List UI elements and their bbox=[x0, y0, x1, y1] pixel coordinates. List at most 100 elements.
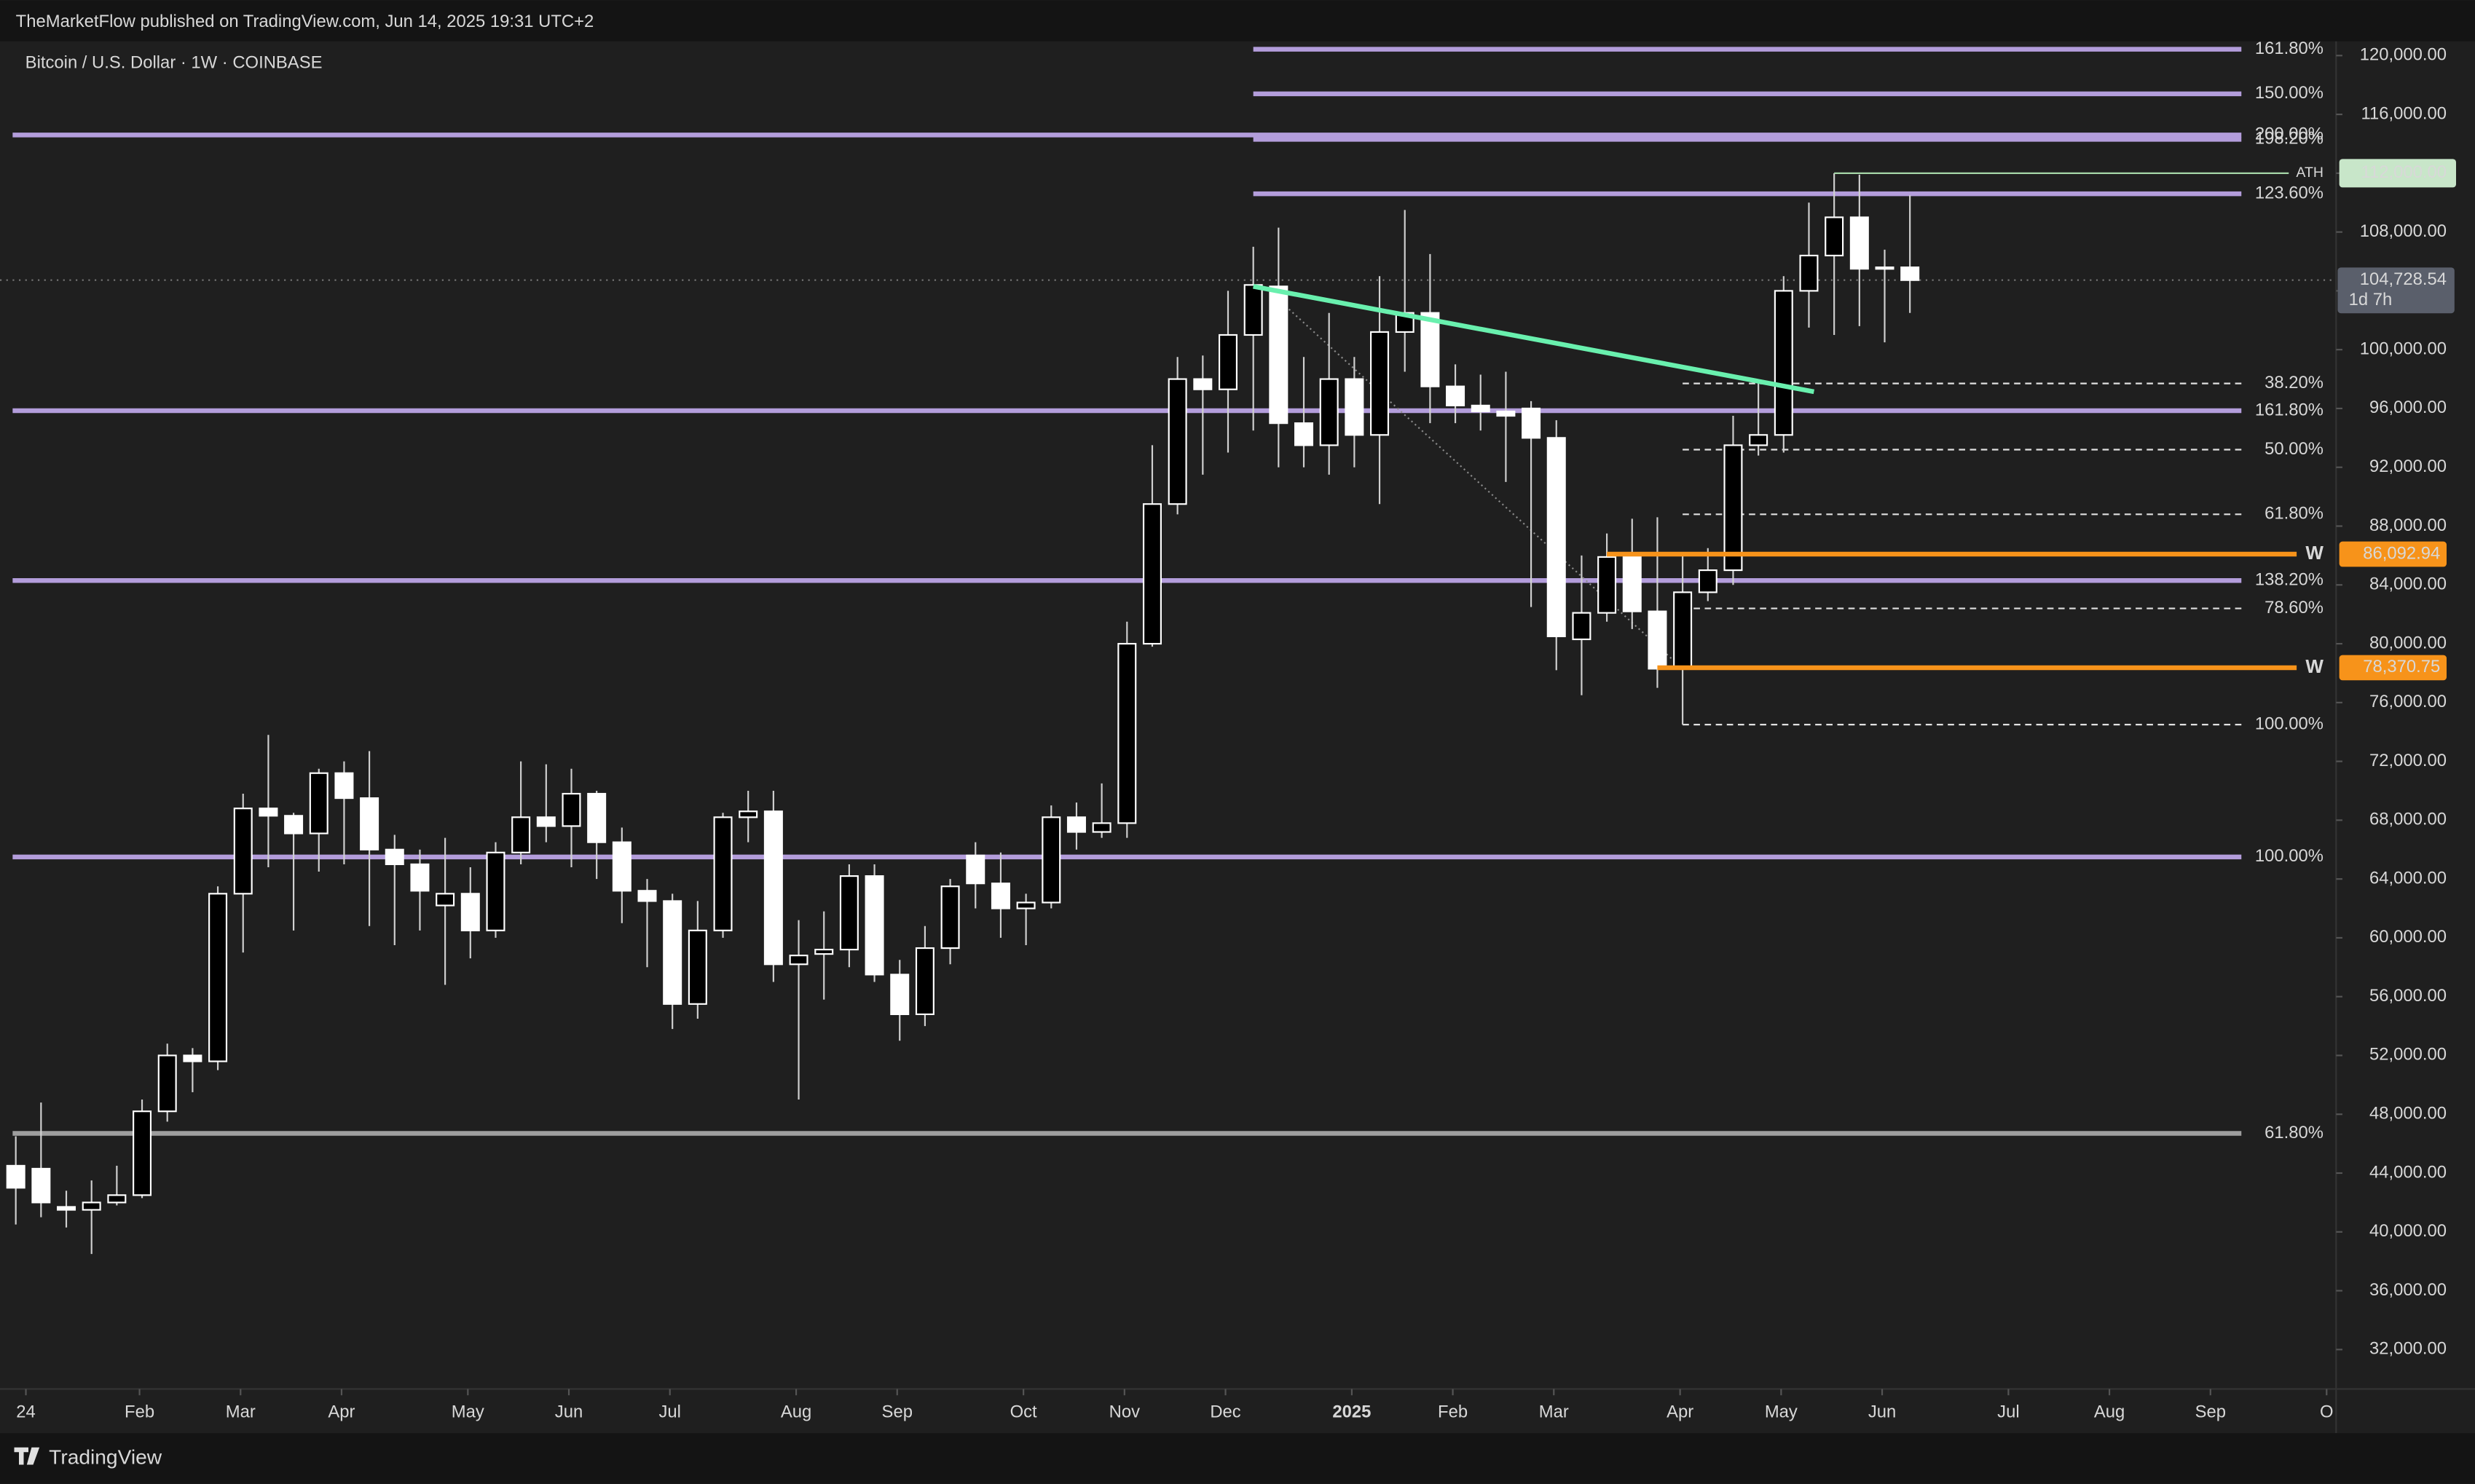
candle-body bbox=[410, 863, 430, 892]
x-tick-label: Apr bbox=[328, 1402, 355, 1421]
candle-body bbox=[1546, 437, 1566, 638]
candle-body bbox=[536, 816, 556, 827]
x-tick-label: Aug bbox=[781, 1402, 811, 1421]
candle-body bbox=[940, 885, 960, 950]
candle-body bbox=[511, 816, 531, 853]
x-tick-label: Mar bbox=[1539, 1402, 1569, 1421]
candle-body bbox=[82, 1201, 101, 1211]
orange-tag bbox=[2339, 655, 2447, 681]
candle-body bbox=[1496, 410, 1516, 417]
candle-body bbox=[57, 1206, 76, 1211]
footer-brand: TradingView bbox=[49, 1445, 162, 1468]
candle-body bbox=[1269, 285, 1288, 425]
level-label: 38.20% bbox=[2265, 373, 2323, 392]
candle-body bbox=[1698, 569, 1717, 593]
candle-body bbox=[1774, 290, 1793, 436]
x-tick-label: Mar bbox=[226, 1402, 256, 1421]
candle-body bbox=[1446, 385, 1465, 406]
y-tick-label: 68,000.00 bbox=[2369, 810, 2447, 829]
candle-body bbox=[1849, 216, 1869, 270]
level-label: 50.00% bbox=[2265, 439, 2323, 459]
orange-value: 78,370.75 bbox=[2363, 657, 2440, 676]
y-tick-label: 48,000.00 bbox=[2369, 1104, 2447, 1124]
x-tick-label: Feb bbox=[1438, 1402, 1468, 1421]
candle-body bbox=[1193, 378, 1213, 390]
candle-body bbox=[486, 851, 505, 931]
x-tick-label: Jun bbox=[555, 1402, 583, 1421]
level-label: 161.80% bbox=[2255, 400, 2323, 419]
candle-body bbox=[334, 772, 354, 800]
candle-body bbox=[688, 929, 707, 1005]
y-tick-label: 96,000.00 bbox=[2369, 398, 2447, 417]
x-tick-label: Aug bbox=[2094, 1402, 2125, 1421]
candle-body bbox=[6, 1164, 25, 1189]
y-tick-label: 92,000.00 bbox=[2369, 457, 2447, 476]
level-label: 100.00% bbox=[2255, 714, 2323, 733]
candle-body bbox=[1168, 378, 1187, 505]
trendline bbox=[1253, 284, 1815, 395]
candle-body bbox=[1142, 503, 1162, 645]
x-tick-label: Oct bbox=[1010, 1402, 1037, 1421]
candle-body bbox=[1799, 254, 1819, 292]
candle-body bbox=[259, 808, 278, 817]
candle-body bbox=[1723, 444, 1743, 572]
x-tick-label: Sep bbox=[2195, 1402, 2226, 1421]
y-tick-label: 76,000.00 bbox=[2369, 692, 2447, 711]
x-tick-label: Dec bbox=[1210, 1402, 1240, 1421]
current-tag bbox=[2337, 267, 2455, 314]
candle-body bbox=[814, 948, 834, 955]
y-tick-label: 44,000.00 bbox=[2369, 1162, 2447, 1182]
x-tick-label: Jun bbox=[1868, 1402, 1896, 1421]
level-label: 138.20% bbox=[2255, 570, 2323, 590]
level-label: 200.00% bbox=[2255, 125, 2323, 144]
candle-body bbox=[587, 792, 607, 843]
orange-label: W bbox=[2305, 655, 2323, 677]
candle-body bbox=[157, 1054, 177, 1113]
y-tick-label: 80,000.00 bbox=[2369, 633, 2447, 652]
candle-body bbox=[562, 792, 581, 827]
candle-body bbox=[1370, 331, 1390, 436]
candle-body bbox=[663, 900, 682, 1005]
candle-body bbox=[637, 890, 657, 902]
candle-body bbox=[1345, 378, 1364, 436]
x-tick-label: O bbox=[2320, 1402, 2334, 1421]
ath-value: 112,000.00 bbox=[2361, 162, 2447, 182]
candle-body bbox=[1092, 822, 1111, 833]
x-tick-label: Sep bbox=[882, 1402, 913, 1421]
logo bbox=[14, 1447, 40, 1465]
candle-body bbox=[865, 875, 884, 976]
candle-body bbox=[360, 797, 379, 850]
candle-body bbox=[309, 772, 328, 834]
level-label: 78.60% bbox=[2265, 598, 2323, 617]
candle-body bbox=[1294, 422, 1314, 446]
candle-body bbox=[208, 893, 228, 1062]
candle-body bbox=[739, 810, 758, 818]
candle-body bbox=[284, 815, 304, 834]
ath-label: ATH bbox=[2296, 165, 2323, 181]
level-label: 61.80% bbox=[2265, 1123, 2323, 1142]
candle-body bbox=[612, 841, 631, 892]
candle-body bbox=[1042, 816, 1061, 904]
candle-body bbox=[1117, 642, 1137, 824]
ath-tag bbox=[2339, 159, 2456, 188]
candle-body bbox=[1243, 284, 1263, 336]
candle-body bbox=[1825, 216, 1844, 257]
x-tick-label: Apr bbox=[1667, 1402, 1693, 1421]
y-tick-label: 72,000.00 bbox=[2369, 751, 2447, 770]
candle-body bbox=[1622, 556, 1642, 612]
x-tick-label: 2025 bbox=[1332, 1402, 1371, 1421]
y-tick-label: 40,000.00 bbox=[2369, 1221, 2447, 1241]
current-value: 104,728.54 bbox=[2360, 269, 2447, 289]
y-tick-label: 84,000.00 bbox=[2369, 575, 2447, 594]
level-label: 161.80% bbox=[2255, 39, 2323, 58]
y-tick-label: 52,000.00 bbox=[2369, 1045, 2447, 1065]
publisher: TheMarketFlow published on TradingView.c… bbox=[16, 12, 594, 31]
level-label: 198.20% bbox=[2255, 129, 2323, 149]
level-label: 123.60% bbox=[2255, 183, 2323, 202]
level-label: 100.00% bbox=[2255, 846, 2323, 866]
level-label: 150.00% bbox=[2255, 83, 2323, 103]
orange-tag bbox=[2339, 541, 2447, 567]
candle-body bbox=[966, 854, 985, 885]
